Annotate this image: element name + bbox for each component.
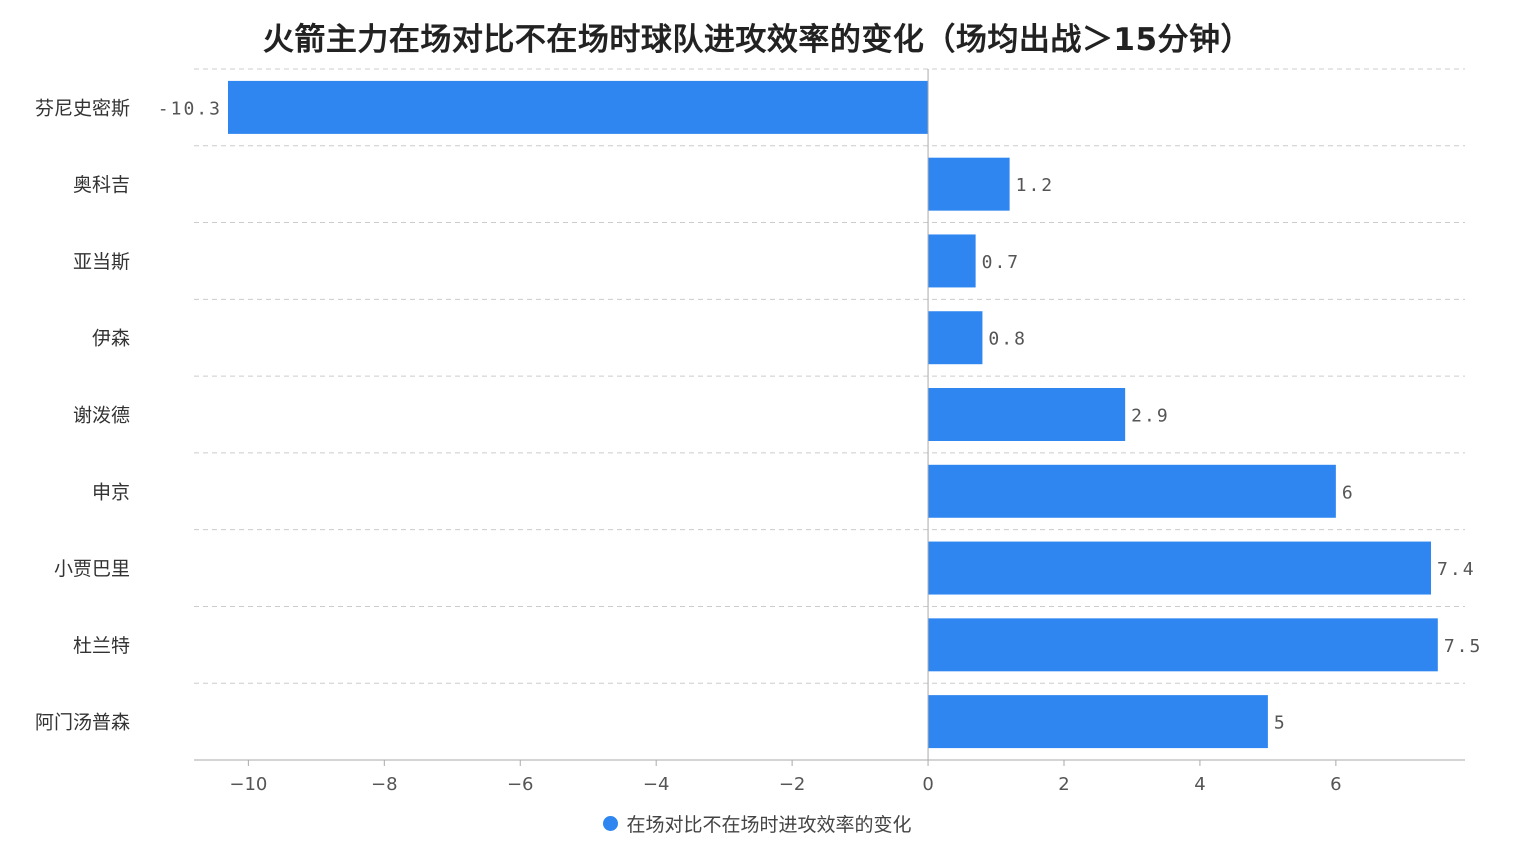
bar[interactable]	[928, 618, 1438, 672]
x-tick-label: 2	[1058, 774, 1069, 795]
data-label: 0.7	[982, 252, 1021, 273]
category-label: 谢泼德	[73, 405, 130, 427]
legend[interactable]: 在场对比不在场时进攻效率的变化	[0, 810, 1515, 837]
x-tick-label: −8	[371, 774, 398, 795]
data-label: 7.4	[1437, 559, 1476, 580]
x-tick-label: 0	[922, 774, 933, 795]
bar[interactable]	[928, 695, 1268, 749]
legend-label: 在场对比不在场时进攻效率的变化	[626, 814, 912, 836]
category-label: 亚当斯	[73, 251, 130, 273]
legend-marker	[603, 816, 619, 831]
category-label: 杜兰特	[73, 635, 130, 657]
category-label: 申京	[92, 481, 130, 503]
bar[interactable]	[928, 388, 1126, 441]
category-label: 小贾巴里	[54, 558, 130, 580]
category-label: 芬尼史密斯	[35, 97, 130, 119]
data-label: 0.8	[988, 329, 1027, 350]
x-tick-label: −10	[229, 774, 267, 795]
bar[interactable]	[928, 234, 976, 288]
chart-title: 火箭主力在场对比不在场时球队进攻效率的变化（场均出战＞15分钟）	[262, 22, 1253, 58]
category-label: 伊森	[92, 328, 130, 350]
x-tick-label: 4	[1194, 774, 1205, 795]
x-tick-label: −4	[643, 774, 670, 795]
category-label: 阿门汤普森	[35, 712, 130, 734]
data-label: 6	[1342, 482, 1355, 503]
x-axis: −10 −8 −6 −4 −2 0 2 4 6	[194, 69, 1465, 795]
bar[interactable]	[227, 80, 929, 134]
bar[interactable]	[928, 541, 1432, 595]
data-label: 2.9	[1131, 406, 1170, 427]
x-tick-label: 6	[1330, 774, 1341, 795]
data-label: 5	[1274, 713, 1287, 734]
bar[interactable]	[928, 464, 1336, 518]
x-tick-label: −2	[779, 774, 806, 795]
grid-lines	[194, 68, 1465, 684]
data-label: -10.3	[158, 98, 222, 119]
data-label: 7.5	[1444, 636, 1483, 657]
bars	[227, 80, 1438, 749]
category-label: 奥科吉	[73, 174, 130, 196]
data-labels: -10.3 1.2 0.7 0.8 2.9 6 7.4 7.5 5	[158, 98, 1483, 734]
bar[interactable]	[928, 157, 1010, 211]
bar[interactable]	[928, 311, 983, 365]
data-label: 1.2	[1016, 175, 1055, 196]
x-tick-label: −6	[507, 774, 534, 795]
